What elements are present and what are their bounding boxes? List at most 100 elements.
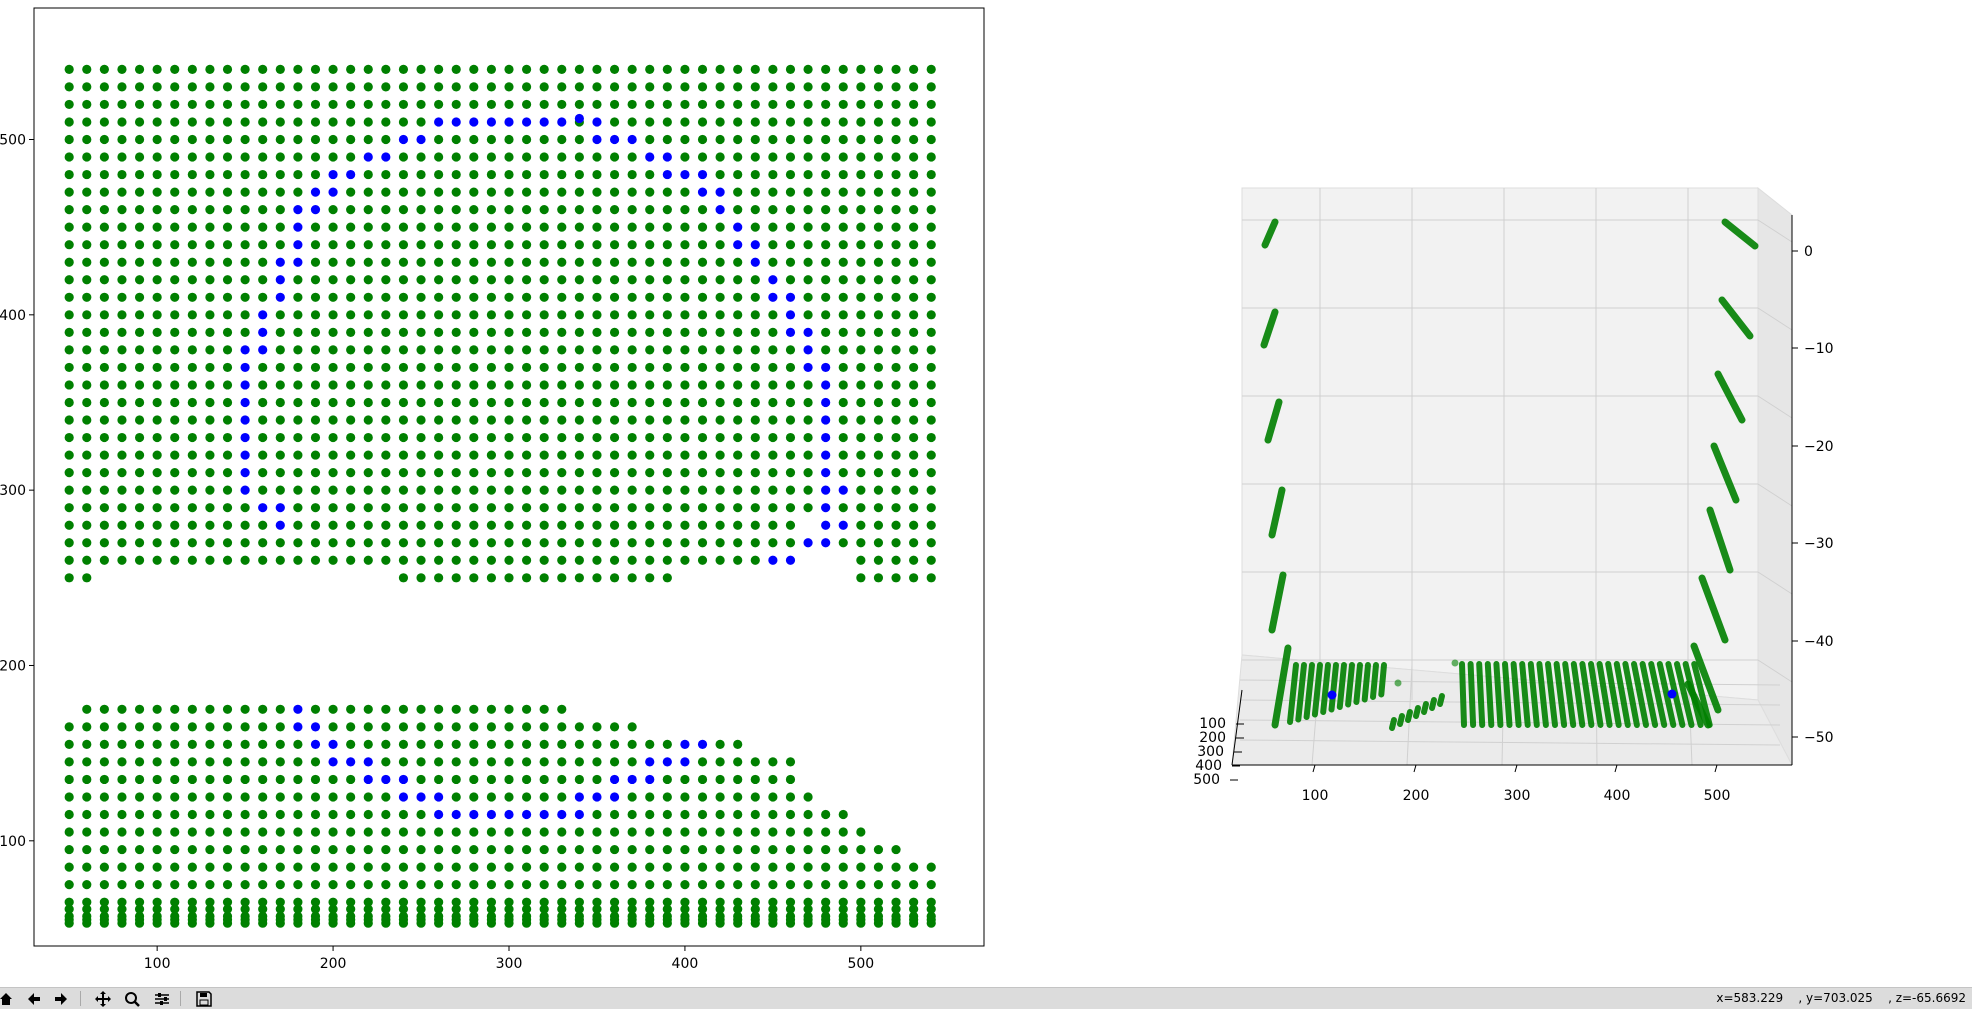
data-point-green — [715, 82, 725, 92]
data-point-green — [258, 99, 268, 110]
data-point-green — [134, 918, 145, 928]
data-point-green — [310, 503, 321, 513]
data-point-green — [117, 538, 127, 548]
data-point-green — [134, 897, 145, 907]
x-tick-label: 100 — [1302, 788, 1329, 804]
data-point-green — [680, 64, 690, 74]
data-point-green — [205, 64, 215, 74]
data-point-green — [838, 862, 848, 872]
data-point-green — [328, 792, 338, 802]
data-point-green — [293, 99, 303, 110]
data-point-green — [504, 257, 514, 267]
save-icon[interactable] — [192, 989, 216, 1008]
data-point-green — [152, 345, 162, 355]
data-point-green — [803, 275, 813, 285]
data-point-green — [398, 573, 409, 583]
data-point-green — [451, 918, 461, 928]
data-point-green — [134, 257, 145, 267]
data-point-green — [768, 345, 778, 355]
data-point-blue — [486, 809, 497, 820]
data-point-green — [381, 485, 391, 495]
zoom-icon[interactable] — [120, 989, 144, 1008]
data-point-green — [768, 397, 778, 408]
data-point-green — [680, 327, 690, 337]
data-point-green — [82, 82, 92, 92]
data-point-green — [715, 327, 725, 337]
data-point-green — [768, 538, 778, 548]
data-point-green — [504, 792, 514, 802]
data-point-green — [838, 345, 848, 355]
data-point-green — [99, 503, 109, 513]
data-point-green — [205, 169, 215, 180]
data-point-green — [82, 911, 92, 921]
data-point-green — [539, 918, 549, 928]
data-point-blue — [715, 187, 725, 197]
data-point-green — [416, 380, 426, 390]
data-point-green — [222, 432, 233, 443]
data-point-green — [117, 739, 127, 749]
data-point-green — [592, 555, 602, 565]
data-point-green — [838, 880, 848, 890]
data-point-green — [64, 792, 74, 802]
data-point-green — [856, 844, 866, 855]
data-point-green — [328, 911, 338, 921]
data-point-green — [469, 82, 479, 92]
data-stroke-green — [1706, 506, 1734, 574]
data-point-green — [293, 327, 303, 337]
data-point-green — [574, 345, 584, 355]
data-point-green — [803, 792, 813, 802]
data-point-green — [680, 450, 690, 460]
pan-icon[interactable] — [91, 989, 115, 1008]
data-point-green — [381, 380, 391, 390]
data-point-green — [592, 205, 602, 215]
data-point-green — [222, 450, 233, 460]
data-point-green — [275, 117, 285, 127]
data-point-green — [99, 310, 109, 320]
data-point-green — [838, 82, 848, 92]
data-point-green — [662, 573, 672, 583]
data-point-green — [768, 222, 778, 232]
data-point-green — [117, 187, 127, 197]
data-point-green — [909, 380, 919, 390]
data-point-green — [240, 134, 250, 145]
data-point-green — [170, 904, 180, 914]
data-point-green — [609, 503, 620, 513]
data-point-green — [697, 327, 708, 337]
data-point-green — [592, 397, 602, 408]
data-point-green — [205, 310, 215, 320]
data-point-green — [381, 704, 391, 714]
data-point-green — [873, 904, 884, 914]
data-point-green — [469, 792, 479, 802]
data-point-green — [768, 468, 778, 478]
data-point-green — [486, 911, 497, 921]
configure-icon[interactable] — [150, 989, 174, 1008]
data-point-green — [275, 82, 285, 92]
data-point-green — [539, 897, 549, 907]
data-point-green — [451, 310, 461, 320]
data-point-green — [328, 240, 338, 250]
data-point-green — [838, 503, 848, 513]
data-point-green — [891, 538, 901, 548]
data-point-blue — [240, 450, 250, 460]
data-point-green — [205, 520, 215, 530]
data-point-green — [310, 380, 321, 390]
data-point-blue — [662, 169, 672, 180]
data-point-green — [873, 918, 884, 928]
data-point-green — [539, 862, 549, 872]
data-point-green — [99, 880, 109, 890]
data-point-green — [205, 538, 215, 548]
data-point-green — [416, 897, 426, 907]
data-point-green — [539, 240, 549, 250]
data-point-green — [222, 327, 233, 337]
data-point-green — [416, 911, 426, 921]
forward-icon[interactable] — [49, 989, 73, 1008]
data-point-green — [504, 415, 514, 425]
back-icon[interactable] — [22, 989, 46, 1008]
home-icon[interactable] — [0, 989, 18, 1008]
data-point-green — [363, 520, 373, 530]
data-point-green — [346, 134, 356, 145]
data-point-green — [662, 362, 672, 373]
data-point-green — [662, 862, 672, 872]
